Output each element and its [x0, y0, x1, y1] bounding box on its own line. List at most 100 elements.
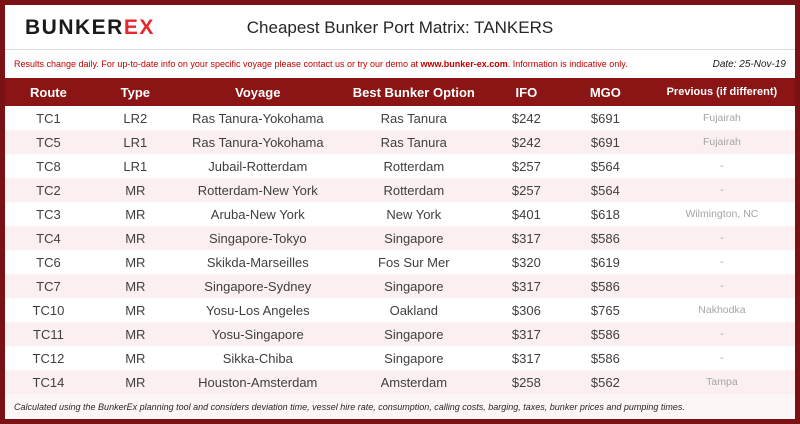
cell-best-bunker-option: Rotterdam	[383, 182, 445, 198]
cell-best-bunker-option: Ras Tanura	[380, 134, 447, 150]
cell-route: TC12	[32, 350, 65, 366]
cell-mgo: $765	[590, 302, 620, 318]
cell-type: MR	[125, 326, 146, 342]
notice-text-before: Results change daily. For up-to-date inf…	[14, 59, 421, 69]
cell-route: TC7	[36, 278, 61, 294]
table-row: TC4 MR Singapore-Tokyo Singapore $317 $586 -	[5, 226, 795, 250]
table-row: TC12 MR Sikka-Chiba Singapore $317 $586 -	[5, 346, 795, 370]
cell-voyage: Ras Tanura-Yokohama	[192, 110, 324, 126]
logo-bunker-text: BUNKER	[25, 16, 124, 39]
cell-mgo: $586	[590, 278, 620, 294]
cell-route: TC4	[36, 230, 61, 246]
notice-bar: Results change daily. For up-to-date inf…	[5, 49, 795, 78]
cell-route: TC8	[36, 158, 61, 174]
brand-logo: BUNKEREX	[25, 16, 155, 40]
cell-best-bunker-option: Oakland	[389, 302, 439, 318]
cell-type: MR	[125, 206, 146, 222]
table-row: TC14 MR Houston-Amsterdam Amsterdam $258 $562…	[5, 370, 795, 394]
cell-ifo: $320	[511, 254, 541, 270]
table-row: TC1 LR2 Ras Tanura-Yokohama Ras Tanura $242 $…	[5, 106, 795, 130]
column-header-best-bunker-option: Best Bunker Option	[336, 78, 491, 106]
cell-voyage: Ras Tanura-Yokohama	[192, 134, 324, 150]
cell-voyage: Rotterdam-New York	[197, 182, 318, 198]
cell-best-bunker-option: Rotterdam	[383, 158, 445, 174]
cell-type: MR	[125, 230, 146, 246]
cell-previous: -	[720, 328, 724, 340]
cell-previous: Nakhodka	[698, 304, 746, 316]
notice-text: Results change daily. For up-to-date inf…	[14, 59, 628, 69]
cell-best-bunker-option: Singapore	[384, 326, 444, 342]
cell-previous: -	[720, 232, 724, 244]
cell-voyage: Aruba-New York	[210, 206, 305, 222]
cell-ifo: $257	[511, 158, 541, 174]
table-body: TC1 LR2 Ras Tanura-Yokohama Ras Tanura $242 $…	[5, 106, 795, 394]
bunker-port-matrix-table: Route Type Voyage Best Bunker Option IFO…	[5, 78, 795, 394]
cell-route: TC11	[33, 326, 64, 342]
cell-voyage: Singapore-Sydney	[204, 278, 312, 294]
cell-type: MR	[125, 374, 146, 390]
cell-previous: Tampa	[706, 376, 738, 388]
cell-mgo: $691	[590, 134, 620, 150]
table-row: TC6 MR Skikda-Marseilles Fos Sur Mer $320 $61…	[5, 250, 795, 274]
column-header-previous: Previous (if different)	[648, 78, 795, 106]
cell-mgo: $562	[590, 374, 620, 390]
cell-voyage: Houston-Amsterdam	[198, 374, 318, 390]
table-row: TC10 MR Yosu-Los Angeles Oakland $306 $765 Nak…	[5, 298, 795, 322]
column-header-voyage: Voyage	[178, 78, 337, 106]
cell-mgo: $619	[590, 254, 620, 270]
cell-route: TC2	[36, 182, 61, 198]
cell-route: TC5	[36, 134, 61, 150]
cell-mgo: $618	[590, 206, 620, 222]
cell-previous: Fujairah	[702, 112, 741, 124]
cell-route: TC6	[36, 254, 61, 270]
cell-voyage: Skikda-Marseilles	[206, 254, 309, 270]
cell-best-bunker-option: Ras Tanura	[380, 110, 447, 126]
cell-voyage: Yosu-Los Angeles	[205, 302, 310, 318]
footer-note: Calculated using the BunkerEx planning t…	[5, 394, 795, 419]
cell-route: TC10	[32, 302, 65, 318]
column-header-route: Route	[5, 78, 92, 106]
cell-ifo: $306	[511, 302, 541, 318]
cell-voyage: Sikka-Chiba	[222, 350, 293, 366]
cell-mgo: $586	[590, 230, 620, 246]
report-header: BUNKEREX Cheapest Bunker Port Matrix: TA…	[5, 5, 795, 49]
cell-route: TC1	[36, 110, 61, 126]
cell-voyage: Singapore-Tokyo	[209, 230, 307, 246]
cell-ifo: $317	[511, 326, 541, 342]
cell-voyage: Jubail-Rotterdam	[208, 158, 308, 174]
cell-previous: -	[720, 184, 724, 196]
cell-route: TC14	[32, 374, 65, 390]
cell-type: LR1	[123, 158, 148, 174]
cell-type: MR	[125, 302, 146, 318]
page-title: Cheapest Bunker Port Matrix: TANKERS	[246, 18, 554, 37]
table-row: TC8 LR1 Jubail-Rotterdam Rotterdam $257 $564 -	[5, 154, 795, 178]
cell-best-bunker-option: Singapore	[384, 230, 444, 246]
table-row: TC11 MR Yosu-Singapore Singapore $317 $586 -	[5, 322, 795, 346]
cell-ifo: $401	[511, 206, 541, 222]
cell-type: MR	[125, 350, 146, 366]
cell-type: MR	[125, 278, 146, 294]
cell-route: TC3	[36, 206, 61, 222]
table-header-row: Route Type Voyage Best Bunker Option IFO…	[5, 78, 795, 106]
cell-best-bunker-option: New York	[386, 206, 442, 222]
column-header-type: Type	[91, 78, 179, 106]
cell-mgo: $586	[590, 350, 620, 366]
notice-link: www.bunker-ex.com	[420, 59, 508, 69]
cell-best-bunker-option: Fos Sur Mer	[378, 254, 450, 270]
table-row: TC3 MR Aruba-New York New York $401 $618 Wilmi…	[5, 202, 795, 226]
cell-ifo: $317	[511, 230, 541, 246]
logo-ex-text: EX	[123, 16, 155, 39]
cell-mgo: $564	[590, 182, 620, 198]
column-header-ifo: IFO	[490, 78, 562, 106]
cell-ifo: $242	[511, 134, 541, 150]
cell-previous: -	[720, 256, 724, 268]
cell-mgo: $564	[590, 158, 620, 174]
cell-previous: Fujairah	[702, 136, 741, 148]
cell-type: LR1	[123, 134, 148, 150]
cell-ifo: $258	[511, 374, 541, 390]
table-row: TC2 MR Rotterdam-New York Rotterdam $257 $564…	[5, 178, 795, 202]
cell-type: MR	[125, 254, 146, 270]
cell-previous: Wilmington, NC	[685, 208, 759, 220]
notice-date: Date: 25-Nov-19	[712, 58, 786, 70]
